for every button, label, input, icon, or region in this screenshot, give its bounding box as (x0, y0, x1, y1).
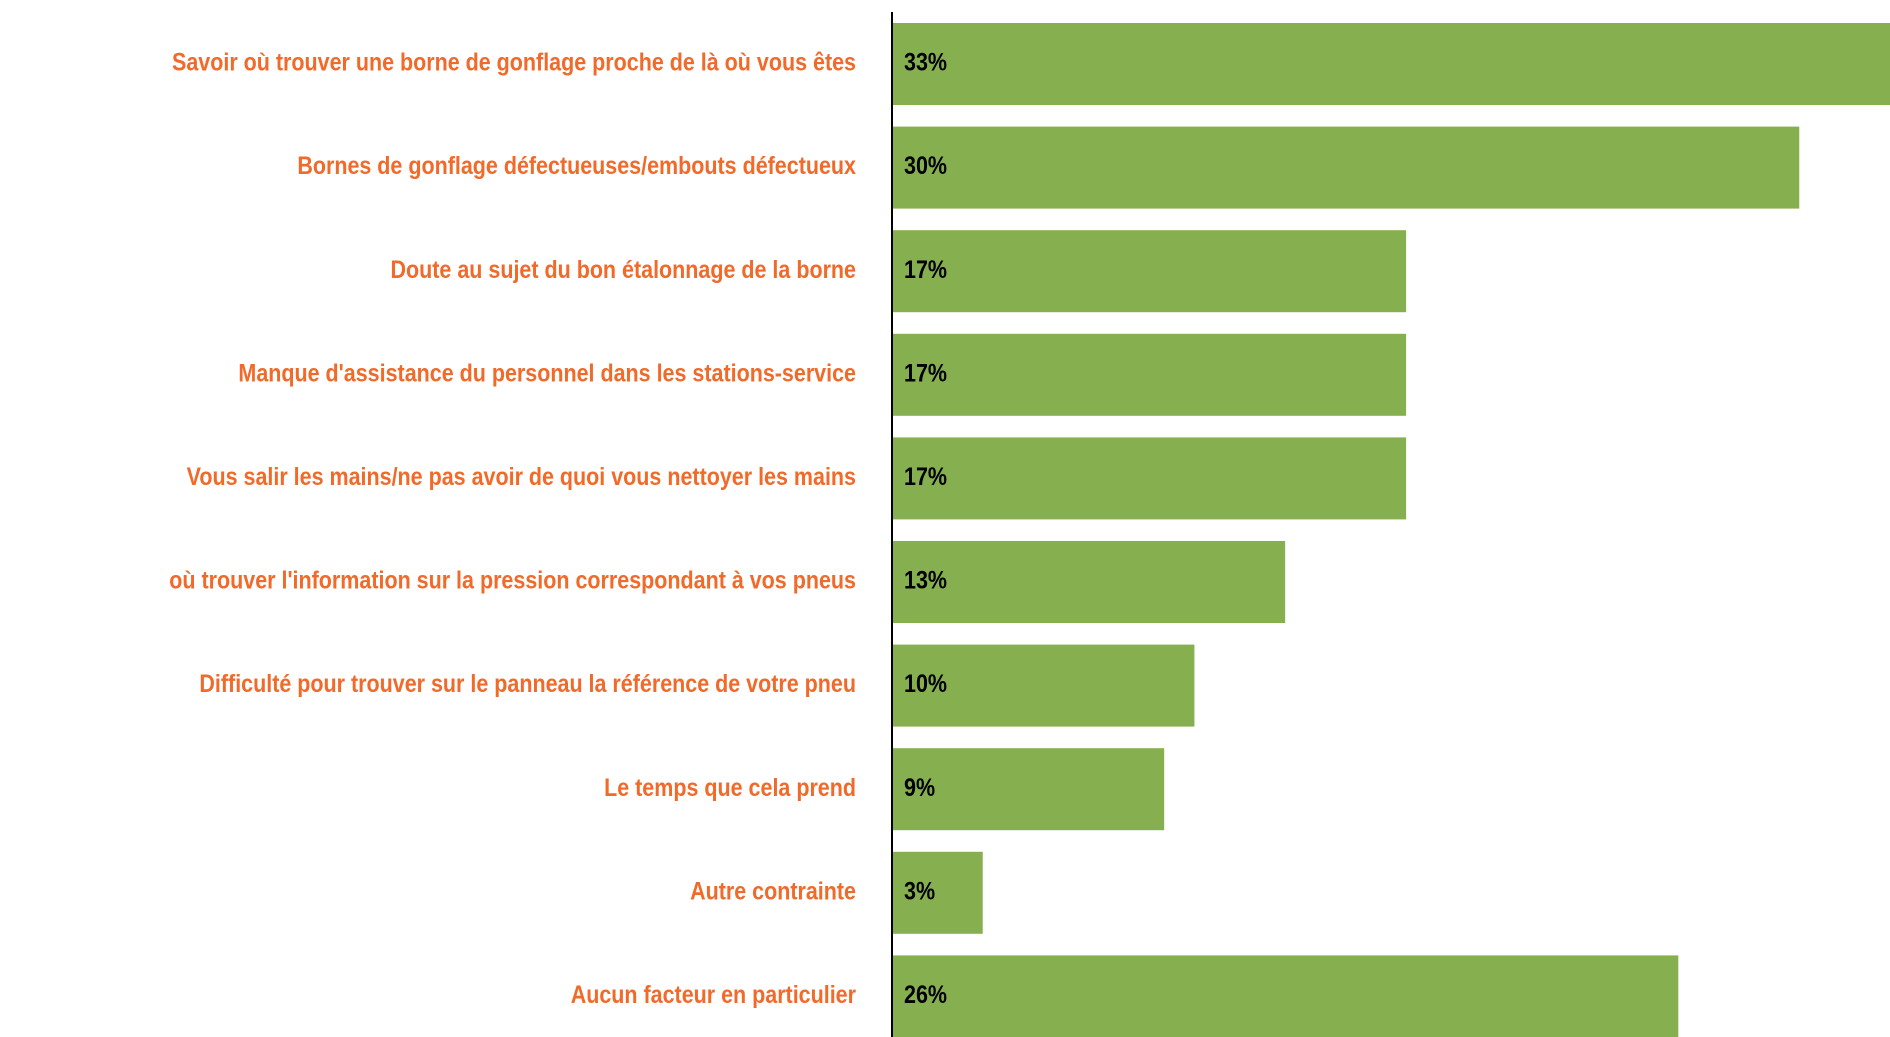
category-label: Autre contrainte (690, 877, 856, 905)
value-label: 17% (904, 255, 947, 283)
bar (892, 230, 1407, 313)
category-label-group: Bornes de gonflage défectueuses/embouts … (297, 152, 856, 180)
category-label-group: Autre contrainte (690, 877, 856, 905)
category-label-group: Doute au sujet du bon étalonnage de la b… (391, 255, 857, 283)
bar (892, 126, 1800, 209)
bar (892, 851, 983, 934)
category-label-group: Difficulté pour trouver sur le panneau l… (199, 670, 856, 698)
category-label: Le temps que cela prend (604, 773, 856, 801)
value-label-group: 10% (904, 670, 947, 698)
category-label: Manque d'assistance du personnel dans le… (238, 359, 856, 387)
category-label-group: Aucun facteur en particulier (571, 980, 856, 1008)
category-label: Savoir où trouver une borne de gonflage … (172, 48, 856, 76)
value-label: 26% (904, 980, 947, 1008)
category-label: où trouver l'information sur la pression… (169, 566, 856, 594)
bar (892, 644, 1195, 727)
category-label-group: où trouver l'information sur la pression… (169, 566, 856, 594)
category-label-group: Vous salir les mains/ne pas avoir de quo… (187, 462, 856, 490)
value-label-group: 9% (904, 773, 935, 801)
value-label-group: 30% (904, 152, 947, 180)
value-label-group: 13% (904, 566, 947, 594)
value-label-group: 17% (904, 255, 947, 283)
value-label-group: 26% (904, 980, 947, 1008)
category-label: Vous salir les mains/ne pas avoir de quo… (187, 462, 856, 490)
bar (892, 333, 1407, 416)
bar (892, 748, 1165, 831)
category-label-group: Savoir où trouver une borne de gonflage … (172, 48, 856, 76)
value-label: 17% (904, 359, 947, 387)
value-label-group: 17% (904, 359, 947, 387)
category-label: Bornes de gonflage défectueuses/embouts … (297, 152, 856, 180)
bar (892, 955, 1679, 1037)
value-label: 30% (904, 152, 947, 180)
value-label: 17% (904, 462, 947, 490)
category-label: Difficulté pour trouver sur le panneau l… (199, 670, 856, 698)
category-label: Doute au sujet du bon étalonnage de la b… (391, 255, 857, 283)
value-label: 10% (904, 670, 947, 698)
value-label: 33% (904, 48, 947, 76)
value-label-group: 3% (904, 877, 935, 905)
category-label-group: Manque d'assistance du personnel dans le… (238, 359, 856, 387)
value-label: 9% (904, 773, 935, 801)
bar (892, 23, 1890, 105)
category-label-group: Le temps que cela prend (604, 773, 856, 801)
value-label-group: 33% (904, 48, 947, 76)
value-label: 3% (904, 877, 935, 905)
value-label: 13% (904, 566, 947, 594)
category-label: Aucun facteur en particulier (571, 980, 856, 1008)
bar (892, 541, 1286, 623)
value-label-group: 17% (904, 462, 947, 490)
bar (892, 437, 1407, 520)
